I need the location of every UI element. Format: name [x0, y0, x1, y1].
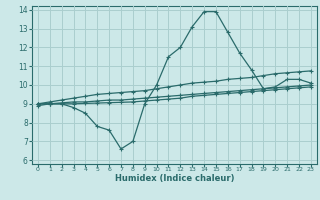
- X-axis label: Humidex (Indice chaleur): Humidex (Indice chaleur): [115, 174, 234, 183]
